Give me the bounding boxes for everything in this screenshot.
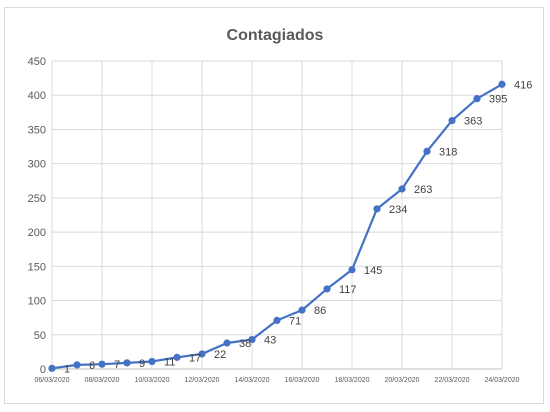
- data-point: [148, 357, 156, 366]
- data-label: 263: [414, 184, 432, 196]
- data-point: [323, 285, 331, 293]
- data-point: [423, 147, 431, 155]
- y-tick-label: 250: [28, 193, 46, 205]
- data-point: [473, 95, 481, 103]
- data-point: [48, 364, 56, 372]
- grid-layer: [51, 60, 503, 370]
- y-tick-label: 100: [28, 296, 46, 308]
- x-tick-label: 12/03/2020: [184, 377, 219, 384]
- data-point: [498, 80, 506, 88]
- y-tick-label: 450: [28, 56, 46, 68]
- y-axis-ticks: 0 50 100 150 200 250 300 350 400 450: [28, 56, 46, 376]
- data-point: [198, 350, 206, 358]
- x-tick-label: 14/03/2020: [234, 377, 269, 384]
- data-label: 71: [289, 315, 301, 327]
- x-tick-label: 10/03/2020: [134, 377, 169, 384]
- x-tick-label: 24/03/2020: [484, 377, 519, 384]
- data-point: [123, 359, 131, 367]
- x-tick-label: 18/03/2020: [334, 377, 369, 384]
- x-tick-label: 06/03/2020: [34, 377, 69, 384]
- series-line: [51, 83, 503, 370]
- data-point: [223, 339, 231, 347]
- data-point: [448, 116, 456, 125]
- y-tick-label: 350: [28, 124, 46, 136]
- x-tick-label: 22/03/2020: [434, 377, 469, 384]
- line-chart: Contagiados 050100150200250300350400450 …: [28, 27, 533, 384]
- data-label: 234: [389, 204, 407, 216]
- x-axis-ticks: 06/03/2020 08/03/2020 10/03/2020 12/03/2020…: [34, 377, 519, 384]
- data-point: [173, 353, 181, 361]
- y-tick-label: 150: [28, 261, 46, 273]
- data-label: 11: [164, 356, 175, 368]
- data-label: 1: [64, 363, 70, 375]
- data-label: 145: [364, 265, 382, 277]
- chart-frame: Contagiados 0 50 100 150 200 250 300 350 400 450 …: [4, 7, 544, 404]
- y-tick-label: 400: [28, 90, 46, 102]
- data-label: 9: [139, 358, 145, 370]
- data-label: 363: [464, 116, 482, 128]
- data-label: 22: [214, 349, 226, 361]
- data-point: [373, 205, 381, 213]
- data-labels: 1 6 7 9 11 17 22 38 43 71 86 117 145 234 263 318 363 395 4…: [64, 79, 532, 375]
- data-label: 86: [314, 305, 326, 317]
- data-point: [73, 361, 81, 369]
- data-point: [298, 306, 306, 314]
- data-label: 318: [439, 146, 457, 158]
- x-tick-label: 20/03/2020: [384, 377, 419, 384]
- y-tick-label: 200: [28, 227, 46, 239]
- data-point: [398, 185, 406, 193]
- series-layer: [48, 80, 506, 372]
- x-tick-label: 08/03/2020: [84, 377, 119, 384]
- data-label: 38: [239, 338, 251, 350]
- data-label: 416: [514, 79, 532, 91]
- data-point: [98, 360, 106, 368]
- y-tick-label: 0: [40, 364, 46, 376]
- data-point: [348, 266, 356, 274]
- data-label: 7: [114, 359, 120, 371]
- data-point: [248, 335, 256, 344]
- data-point: [273, 316, 281, 325]
- x-tick-label: 16/03/2020: [284, 377, 319, 384]
- y-tick-label: 50: [34, 330, 46, 342]
- data-label: 43: [264, 335, 276, 347]
- chart-title: Contagiados: [227, 27, 324, 44]
- data-label: 17: [189, 352, 201, 364]
- data-label: 6: [89, 360, 95, 372]
- data-label: 117: [339, 284, 357, 296]
- y-tick-label: 300: [28, 159, 46, 171]
- data-label: 395: [489, 94, 507, 106]
